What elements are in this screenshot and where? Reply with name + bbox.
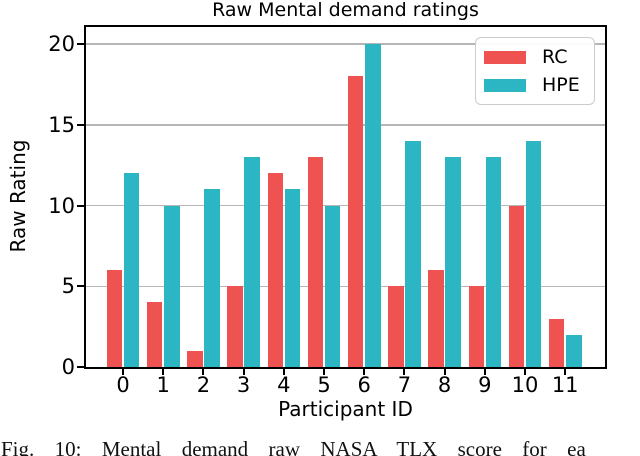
chart-title: Raw Mental demand ratings — [212, 0, 479, 21]
bar-rc-10 — [508, 205, 525, 367]
figure-caption: Fig. 10: Mental demand raw NASA TLX scor… — [1, 437, 586, 456]
bar-rc-3 — [227, 286, 243, 367]
y-tick-mark-20 — [77, 43, 84, 45]
x-tick-label-9: 9 — [478, 373, 492, 397]
legend-swatch-hpe — [484, 78, 526, 92]
x-tick-label-3: 3 — [236, 373, 251, 397]
x-tick-mark-2 — [202, 369, 205, 375]
bar-hpe-8 — [445, 157, 461, 367]
x-axis-label: Participant ID — [278, 397, 413, 421]
y-tick-mark-15 — [77, 123, 84, 126]
gridline-y-15 — [86, 124, 605, 126]
legend-item-rc: RC — [484, 43, 594, 71]
bar-rc-9 — [468, 286, 484, 367]
x-tick-mark-8 — [443, 369, 446, 375]
x-tick-mark-11 — [564, 369, 567, 375]
bar-rc-6 — [347, 76, 364, 367]
x-tick-label-10: 10 — [511, 373, 539, 397]
gridline-y-20 — [86, 43, 605, 45]
legend-label-rc: RC — [542, 46, 568, 68]
bar-rc-7 — [388, 286, 404, 367]
y-tick-label-5: 5 — [61, 274, 75, 299]
bar-hpe-11 — [566, 334, 582, 367]
bar-rc-1 — [146, 302, 163, 367]
bar-rc-11 — [548, 318, 565, 367]
x-tick-label-0: 0 — [116, 373, 130, 397]
y-tick-label-15: 15 — [48, 112, 75, 137]
y-tick-mark-5 — [77, 285, 84, 288]
bar-hpe-4 — [284, 189, 301, 367]
y-axis-label: Raw Rating — [6, 139, 30, 253]
bar-rc-2 — [187, 350, 203, 367]
y-tick-mark-0 — [77, 366, 84, 368]
bar-hpe-10 — [525, 140, 542, 367]
x-tick-label-5: 5 — [317, 373, 331, 397]
x-tick-label-1: 1 — [156, 373, 170, 397]
bar-hpe-3 — [244, 157, 260, 367]
x-tick-label-8: 8 — [437, 373, 452, 397]
y-tick-mark-10 — [77, 204, 84, 207]
x-tick-mark-6 — [363, 369, 366, 375]
bar-hpe-9 — [485, 157, 502, 367]
x-tick-label-7: 7 — [397, 373, 412, 397]
bar-rc-0 — [106, 270, 123, 367]
x-tick-mark-0 — [122, 369, 124, 375]
bar-rc-4 — [267, 173, 283, 367]
y-tick-label-10: 10 — [48, 193, 75, 218]
bar-hpe-2 — [204, 189, 220, 367]
plot-area: RC HPE — [84, 25, 607, 369]
gridline-y-5 — [86, 285, 605, 287]
x-tick-mark-9 — [483, 369, 486, 375]
bar-hpe-1 — [164, 205, 180, 367]
y-tick-label-0: 0 — [61, 355, 75, 379]
bar-hpe-6 — [365, 44, 381, 367]
x-tick-mark-3 — [242, 369, 245, 375]
bar-rc-8 — [428, 270, 444, 367]
gridline-y-10 — [86, 204, 605, 207]
x-tick-mark-5 — [323, 369, 325, 375]
legend: RC HPE — [475, 37, 595, 105]
legend-item-hpe: HPE — [484, 71, 594, 99]
x-tick-mark-1 — [162, 369, 165, 375]
bar-hpe-5 — [324, 205, 341, 367]
x-tick-label-4: 4 — [277, 373, 291, 397]
bar-hpe-7 — [405, 140, 421, 367]
x-tick-label-2: 2 — [196, 373, 211, 397]
x-tick-mark-7 — [403, 369, 406, 375]
legend-label-hpe: HPE — [542, 74, 580, 96]
bar-rc-5 — [307, 157, 324, 367]
x-tick-label-6: 6 — [357, 373, 371, 397]
y-tick-label-20: 20 — [48, 32, 75, 56]
legend-swatch-rc — [484, 50, 526, 64]
bar-hpe-0 — [123, 173, 140, 367]
x-tick-mark-4 — [282, 369, 285, 375]
x-tick-label-11: 11 — [551, 373, 579, 397]
x-tick-mark-10 — [524, 369, 526, 375]
